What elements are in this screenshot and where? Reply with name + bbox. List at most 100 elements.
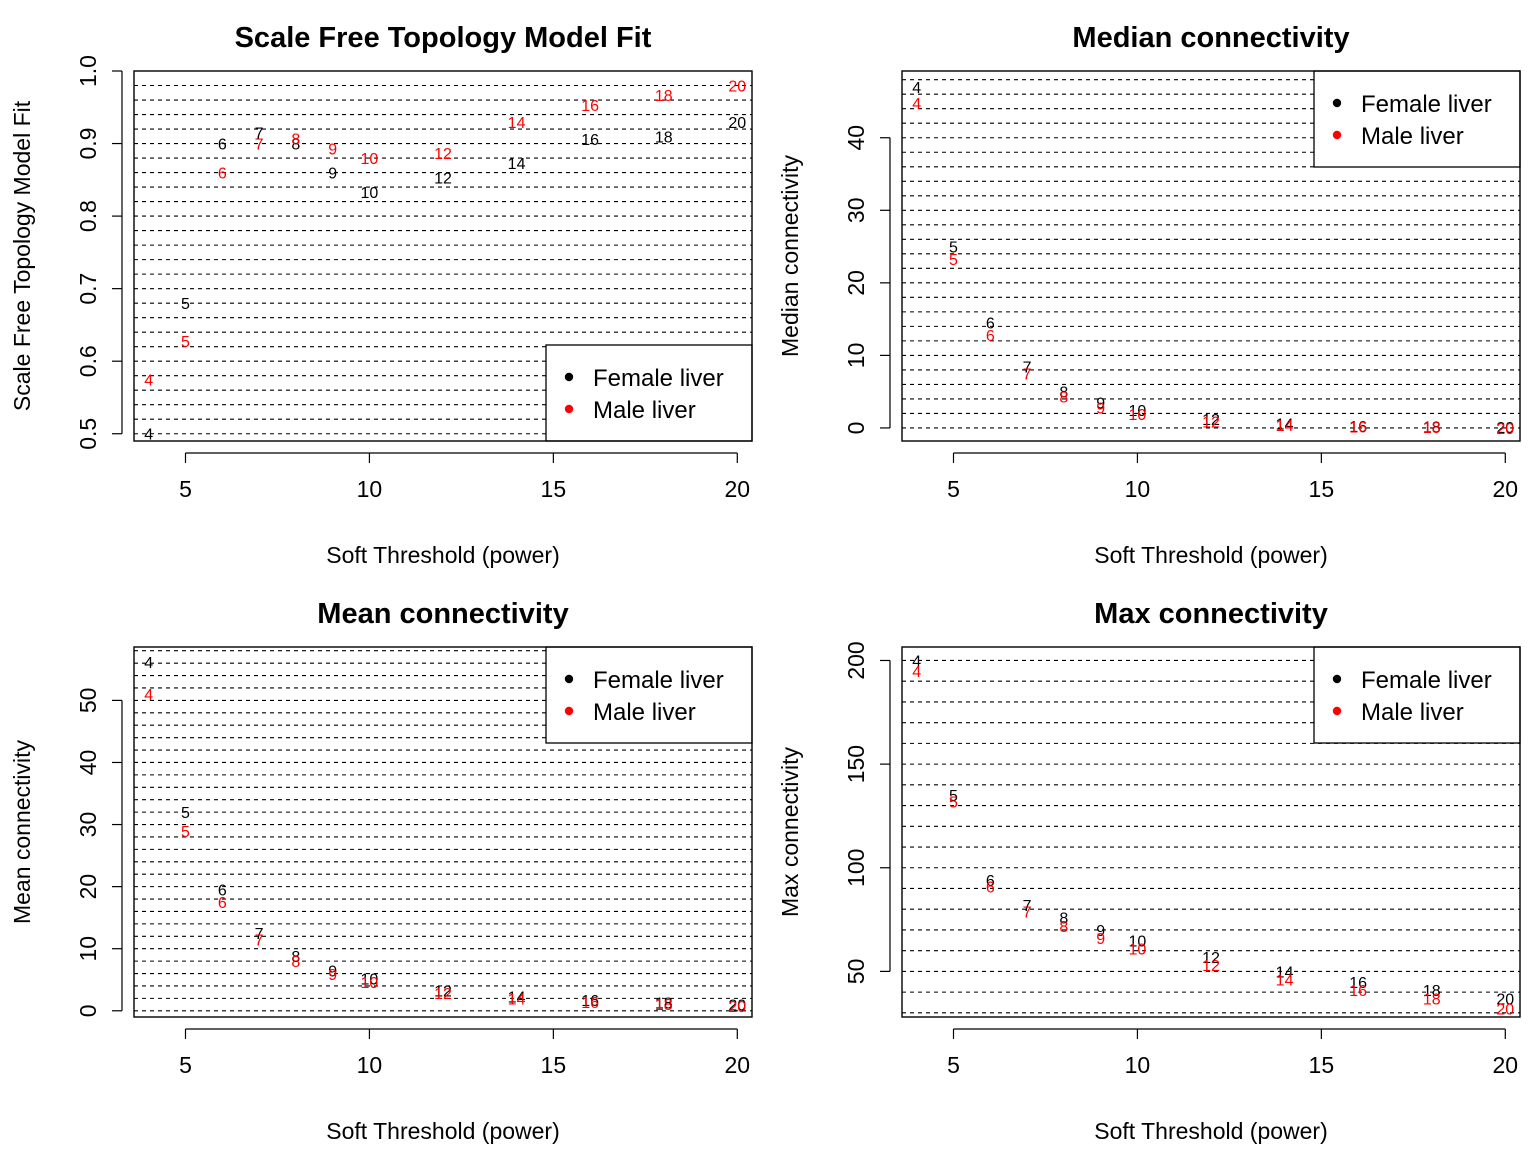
chart-panel-4: 4 5 6 7 8 9 10 12 14 16 18 20 4 5 6 7 8 9 10 12 14 16 18 20 Fema… xyxy=(777,598,1521,1144)
data-point-label: 16 xyxy=(1349,983,1367,1000)
data-point-label: 7 xyxy=(255,137,264,154)
data-point-label: 14 xyxy=(508,115,526,132)
data-point-label: 9 xyxy=(328,166,337,183)
data-point-label: 4 xyxy=(912,80,921,97)
data-point-label: 10 xyxy=(361,151,379,168)
x-tick-label: 5 xyxy=(179,1052,192,1078)
data-point-label: 16 xyxy=(581,993,599,1010)
y-tick-label: 0.7 xyxy=(75,273,101,305)
data-point-label: 18 xyxy=(1423,419,1441,436)
data-point-label: 9 xyxy=(1096,401,1105,418)
x-tick-label: 15 xyxy=(1309,476,1335,502)
legend-box xyxy=(545,646,753,744)
legend-marker xyxy=(1332,706,1342,716)
y-tick-label: 30 xyxy=(843,197,869,223)
y-tick-label: 10 xyxy=(75,936,101,962)
legend-entry: Female liver xyxy=(593,667,724,694)
data-point-label: 6 xyxy=(986,873,995,890)
data-point-label: 10 xyxy=(361,975,379,992)
data-point-label: 4 xyxy=(912,96,921,113)
data-point-label: 8 xyxy=(1059,390,1068,407)
legend-entry: Male liver xyxy=(593,397,696,424)
data-point-label: 9 xyxy=(328,142,337,159)
data-point-label: 6 xyxy=(218,166,227,183)
data-point-label: 10 xyxy=(361,972,379,989)
data-point-label: 20 xyxy=(728,998,746,1015)
x-tick-label: 5 xyxy=(947,476,960,502)
data-point-label: 4 xyxy=(912,664,921,681)
x-tick-label: 15 xyxy=(541,476,567,502)
y-tick-label: 10 xyxy=(843,343,869,369)
data-point-label: 14 xyxy=(1276,418,1294,435)
y-tick-label: 20 xyxy=(75,874,101,900)
data-point-label: 4 xyxy=(144,655,153,672)
data-point-label: 9 xyxy=(1096,396,1105,413)
legend-marker xyxy=(1332,98,1342,108)
data-point-label: 18 xyxy=(1423,983,1441,1000)
data-point-label: 10 xyxy=(361,185,379,202)
data-point-label: 16 xyxy=(581,98,599,115)
plot-frame xyxy=(901,70,1521,442)
legend: Female liver Male liver xyxy=(545,646,753,744)
data-point-label: 20 xyxy=(728,999,746,1016)
y-tick-label: 0.8 xyxy=(75,200,101,232)
legend-entry: Male liver xyxy=(593,699,696,726)
data-point-label: 7 xyxy=(1023,367,1032,384)
y-axis-label: Mean connectivity xyxy=(9,739,35,924)
data-point-label: 20 xyxy=(1496,991,1514,1008)
y-tick-label: 0.9 xyxy=(75,128,101,160)
data-point-label: 6 xyxy=(218,137,227,154)
data-point-label: 10 xyxy=(1129,942,1147,959)
legend-box xyxy=(1313,646,1521,744)
x-axis-label: Soft Threshold (power) xyxy=(326,542,560,568)
data-point-label: 6 xyxy=(986,879,995,896)
data-point-label: 10 xyxy=(1129,407,1147,424)
data-point-label: 18 xyxy=(1423,420,1441,437)
data-point-label: 20 xyxy=(1496,420,1514,437)
legend-entry: Female liver xyxy=(1361,667,1492,694)
y-tick-label: 20 xyxy=(843,270,869,296)
legend-entry: Male liver xyxy=(1361,699,1464,726)
data-point-label: 4 xyxy=(144,372,153,389)
data-point-label: 5 xyxy=(949,794,958,811)
data-point-label: 16 xyxy=(1349,419,1367,436)
y-tick-label: 40 xyxy=(75,750,101,776)
data-point-label: 8 xyxy=(291,137,300,154)
data-point-label: 7 xyxy=(1023,898,1032,915)
y-tick-label: 0.5 xyxy=(75,418,101,450)
x-axis-label: Soft Threshold (power) xyxy=(1094,1118,1328,1144)
data-point-label: 6 xyxy=(986,316,995,333)
legend-entry: Male liver xyxy=(1361,123,1464,150)
y-tick-label: 40 xyxy=(843,125,869,151)
data-point-label: 12 xyxy=(434,986,452,1003)
y-tick-label: 0.6 xyxy=(75,345,101,377)
data-point-label: 5 xyxy=(181,334,190,351)
plot-frame xyxy=(901,646,1521,1018)
data-point-label: 8 xyxy=(1059,385,1068,402)
data-point-label: 9 xyxy=(1096,931,1105,948)
data-point-label: 5 xyxy=(181,805,190,822)
data-point-label: 8 xyxy=(291,131,300,148)
data-point-label: 16 xyxy=(581,995,599,1012)
data-point-label: 14 xyxy=(508,156,526,173)
x-tick-label: 10 xyxy=(1125,476,1151,502)
legend-marker xyxy=(1332,674,1342,684)
data-point-label: 14 xyxy=(1276,417,1294,434)
legend-box xyxy=(545,344,753,442)
data-point-label: 7 xyxy=(255,126,264,143)
data-point-label: 7 xyxy=(1023,904,1032,921)
data-point-label: 8 xyxy=(1059,919,1068,936)
y-tick-label: 50 xyxy=(843,959,869,985)
legend: Female liver Male liver xyxy=(545,344,753,442)
x-tick-label: 20 xyxy=(1492,476,1518,502)
legend-entry: Female liver xyxy=(1361,91,1492,118)
data-point-label: 14 xyxy=(1276,973,1294,990)
legend-box xyxy=(1313,70,1521,168)
data-point-label: 8 xyxy=(291,949,300,966)
legend-entry: Female liver xyxy=(593,365,724,392)
data-point-label: 5 xyxy=(949,240,958,257)
legend-marker xyxy=(564,372,574,382)
